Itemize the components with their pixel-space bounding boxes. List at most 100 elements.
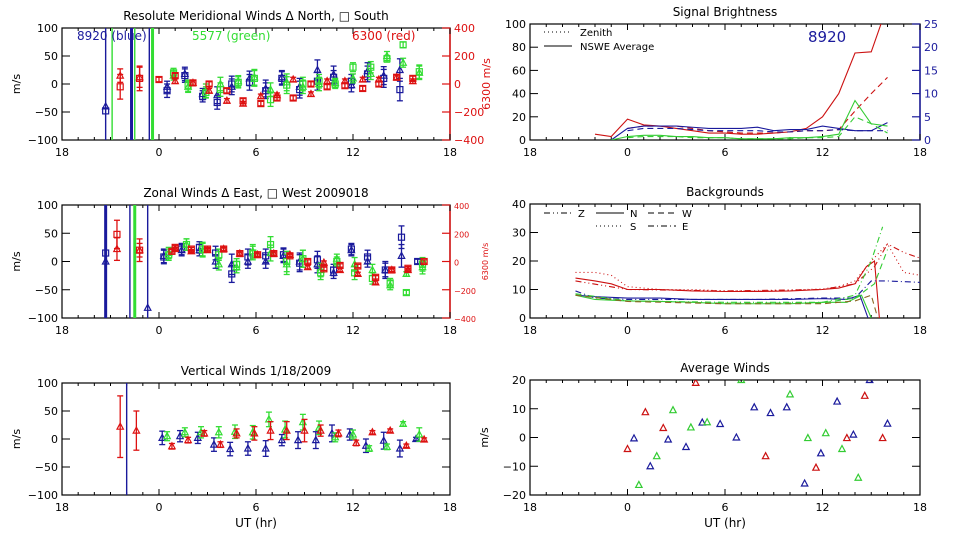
- data-point-square: [307, 80, 315, 88]
- data-point-triangle: [200, 428, 209, 437]
- data-point-triangle: [232, 428, 241, 437]
- series-5577-w: [575, 249, 889, 304]
- data-point-square: [215, 251, 223, 259]
- data-point-square: [399, 41, 407, 49]
- data-point-triangle: [854, 472, 863, 481]
- data-point-square: [182, 240, 191, 249]
- data-point-square: [330, 266, 338, 274]
- data-point-triangle: [702, 417, 712, 426]
- y-right-tick-label: 15: [924, 64, 938, 77]
- data-point-square: [336, 261, 344, 270]
- x-tick-label: 18: [443, 324, 457, 337]
- data-point-square: [388, 266, 396, 274]
- data-point-square: [181, 71, 189, 80]
- plot-area: [594, 24, 888, 140]
- data-point-triangle: [319, 257, 329, 266]
- data-point-square: [347, 245, 355, 253]
- data-point-triangle: [216, 439, 225, 448]
- data-point-square: [160, 253, 168, 261]
- series-5577-zenith: [627, 116, 888, 140]
- series-line: [594, 24, 882, 138]
- legend-label: W: [682, 209, 692, 220]
- y-tick-label: 20: [512, 255, 526, 268]
- data-point-triangle: [646, 461, 655, 470]
- data-point-square: [323, 83, 331, 91]
- data-point-triangle: [288, 74, 298, 83]
- annotation-label: 8920: [808, 28, 846, 46]
- data-point-triangle: [641, 407, 650, 416]
- data-point-triangle: [629, 433, 639, 442]
- x-tick-label: 18: [55, 324, 69, 337]
- series-8920-west: [102, 225, 422, 284]
- y-right-tick-label: 400: [454, 22, 475, 35]
- x-tick-label: 12: [816, 324, 830, 337]
- data-point-square: [409, 74, 417, 83]
- data-point-triangle: [261, 256, 270, 265]
- y-tick-label: −10: [503, 460, 526, 473]
- x-tick-label: 18: [913, 146, 927, 159]
- y-tick-label: −50: [35, 284, 58, 297]
- legend-label: N: [630, 209, 637, 220]
- x-tick-label: 12: [346, 324, 360, 337]
- x-tick-label: 18: [443, 146, 457, 159]
- data-point-square: [266, 240, 275, 249]
- data-point-square: [228, 270, 236, 278]
- y-right-tick-label: 200: [454, 50, 475, 63]
- data-point-triangle: [681, 442, 691, 451]
- data-point-square: [289, 94, 297, 102]
- y-right-tick-label: 0: [924, 134, 931, 147]
- data-point-triangle: [398, 419, 408, 427]
- legend-label: Zenith: [580, 28, 612, 39]
- y-tick-label: 40: [512, 198, 526, 211]
- panel-meridional: Resolute Meridional Winds Δ North, □ Sou…: [10, 9, 493, 159]
- y-right-tick-label: 20: [924, 41, 938, 54]
- data-point-triangle: [782, 402, 791, 411]
- data-point-square: [273, 94, 281, 102]
- y-right-tick-label: −200: [454, 287, 476, 296]
- data-point-square: [383, 55, 391, 63]
- series-8920: [158, 424, 421, 458]
- y-right-tick-label: −400: [454, 315, 476, 324]
- plot-area: [101, 205, 428, 318]
- data-point-triangle: [311, 435, 321, 444]
- data-point-square: [171, 71, 179, 80]
- x-tick-label: 18: [55, 501, 69, 514]
- data-point-triangle: [816, 448, 826, 457]
- data-point-square: [315, 77, 323, 85]
- data-point-triangle: [395, 443, 405, 452]
- series-line: [575, 294, 869, 318]
- series-6300-z: [575, 243, 920, 292]
- y-tick-label: −50: [35, 106, 58, 119]
- data-point-square: [330, 73, 338, 81]
- data-point-triangle: [402, 440, 411, 449]
- data-point-triangle: [261, 443, 270, 452]
- data-point-triangle: [209, 439, 219, 448]
- data-point-triangle: [737, 380, 746, 384]
- data-point-triangle: [691, 380, 700, 386]
- series-5577-west: [165, 235, 427, 297]
- data-point-square: [236, 249, 244, 258]
- data-point-square: [313, 256, 322, 264]
- data-point-triangle: [663, 434, 673, 443]
- plot-area: [116, 383, 429, 495]
- data-point-triangle: [364, 443, 374, 452]
- data-point-triangle: [419, 434, 429, 443]
- data-point-square: [299, 80, 307, 88]
- data-point-triangle: [411, 434, 421, 443]
- y-right-axis-label: 6300 m/s: [481, 243, 490, 281]
- data-point-triangle: [222, 96, 232, 104]
- data-point-triangle: [800, 478, 809, 487]
- y-tick-label: −100: [28, 312, 58, 325]
- data-point-triangle: [225, 444, 235, 453]
- data-point-triangle: [250, 428, 259, 437]
- data-point-triangle: [849, 429, 858, 438]
- y-axis-label: m/s: [10, 251, 23, 271]
- y-right-axis-label: 6300 m/s: [480, 58, 493, 110]
- data-point-triangle: [180, 427, 190, 436]
- data-point-triangle: [395, 65, 405, 74]
- x-tick-label: 0: [624, 324, 631, 337]
- data-point-triangle: [382, 442, 392, 450]
